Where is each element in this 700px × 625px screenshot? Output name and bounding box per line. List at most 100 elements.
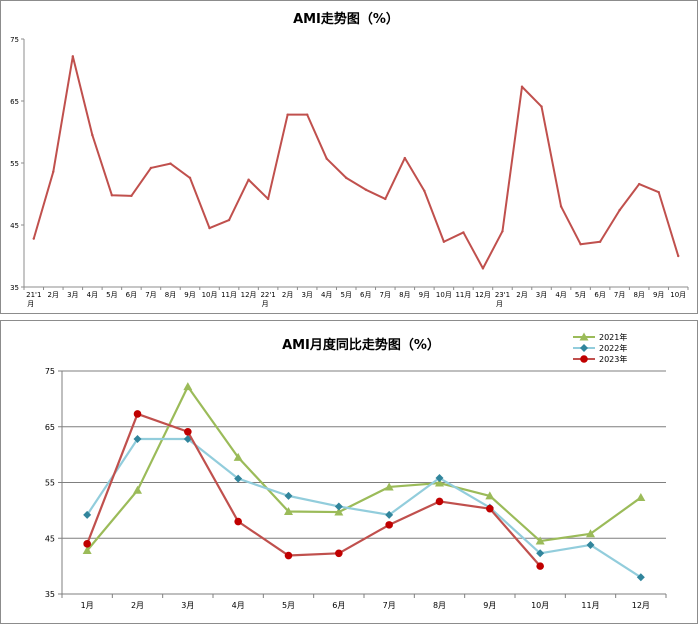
x-tick-label: 7月 [145, 291, 156, 299]
x-tick-label: 8月 [399, 291, 410, 299]
data-point [442, 240, 446, 243]
x-tick-label: 6月 [126, 291, 137, 299]
data-point [520, 85, 524, 88]
y-tick-label: 35 [45, 590, 55, 599]
series-2022-point [536, 549, 545, 558]
series-2022-point [83, 510, 92, 519]
y-tick-label: 55 [45, 479, 55, 488]
legend-label: 2021年 [599, 332, 627, 342]
data-point [188, 176, 192, 180]
x-tick-label: 8月 [633, 291, 644, 299]
x-tick-label: 9月 [419, 291, 430, 299]
series-2022-point [385, 510, 394, 519]
series-2021-line [86, 385, 642, 552]
x-tick-label: 23'1 [495, 291, 510, 299]
data-point [540, 105, 543, 108]
data-point [384, 197, 387, 201]
data-point [462, 231, 465, 234]
data-point [423, 189, 426, 193]
x-tick-label: 5月 [341, 291, 352, 299]
ami-trend-chart-panel: AMI走势图（%） 35 45 55 65 75 21'1 月 2月 3月 4月 5月 6月 7月 8月 9… [0, 0, 698, 314]
series-2021-point [82, 546, 92, 555]
y-tick-label: 45 [45, 534, 55, 543]
y-tick-label: 55 [10, 160, 19, 168]
x-tick-label-suffix: 月 [496, 300, 503, 308]
data-point [657, 190, 660, 194]
x-tick-label: 12月 [475, 291, 491, 299]
series-2021-point [435, 478, 444, 487]
x-tick-label: 4月 [555, 291, 566, 299]
data-point [598, 240, 602, 243]
ami-yoy-chart: AMI月度同比走势图（%） 35 45 55 65 75 1月 2月 3月 4月 5月 6月 7月 8月… [45, 332, 667, 610]
data-point [345, 176, 348, 180]
data-point [677, 254, 680, 258]
data-point [286, 113, 289, 116]
x-tick-label: 7月 [380, 291, 391, 299]
x-tick-label: 11月 [581, 601, 599, 610]
data-point [149, 166, 153, 170]
x-tick-label: 10月 [202, 291, 218, 299]
series-2023-point [335, 549, 343, 558]
data-point [208, 226, 211, 230]
data-point [559, 205, 563, 208]
x-tick-label-suffix: 月 [262, 300, 269, 308]
series-2022-line [86, 437, 642, 579]
series-2021-point [485, 491, 495, 500]
series-2021-point [183, 382, 193, 391]
y-tick-label: 75 [45, 367, 55, 376]
series-2021-point [233, 452, 243, 461]
x-tick-label: 21'1 [26, 291, 41, 299]
series-2023-point [536, 562, 544, 570]
x-tick-label: 2月 [282, 291, 293, 299]
x-tick-label: 9月 [483, 601, 496, 610]
data-point [637, 182, 641, 186]
data-point [618, 208, 621, 212]
series-2021-point [334, 507, 344, 516]
data-point [364, 188, 367, 191]
series-2023-point [234, 517, 242, 526]
x-tick-label: 3月 [536, 291, 547, 299]
series-2023-point [83, 540, 91, 548]
series-2022-point [435, 474, 444, 483]
series-2023-point [184, 427, 192, 436]
series-2021-point [384, 482, 394, 491]
series-line-ami [32, 55, 680, 270]
legend-label: 2022年 [599, 343, 627, 353]
series-2021-point [133, 485, 142, 494]
x-tick-label: 7月 [614, 291, 625, 299]
series-2021-point [586, 529, 595, 538]
x-tick-label: 5月 [575, 291, 586, 299]
x-tick-label: 12月 [632, 601, 650, 610]
chart-title: AMI走势图（%） [293, 11, 399, 27]
chart-title: AMI月度同比走势图（%） [282, 337, 440, 353]
series-2021-point [535, 536, 545, 545]
series-2022-point [234, 474, 243, 483]
series-2021-point [284, 506, 293, 515]
x-tick-label: 8月 [165, 291, 176, 299]
data-point [403, 156, 407, 160]
series-2022-point [586, 540, 595, 549]
x-tick-label: 4月 [321, 291, 332, 299]
x-tick-label-suffix: 月 [27, 300, 34, 308]
legend-label: 2023年 [599, 354, 627, 364]
y-tick-label: 65 [45, 423, 55, 432]
x-tick-label: 7月 [383, 601, 396, 610]
legend-swatch-marker [580, 355, 588, 363]
data-point [110, 194, 114, 197]
data-point [32, 237, 35, 240]
data-point [71, 55, 75, 58]
x-tick-label: 8月 [433, 601, 446, 610]
y-tick-label: 45 [10, 222, 19, 230]
x-tick-label: 9月 [184, 291, 195, 299]
data-point [501, 230, 504, 233]
x-tick-label: 11月 [455, 291, 471, 299]
y-tick-label: 65 [10, 98, 19, 106]
x-tick-label: 6月 [594, 291, 605, 299]
x-tick-label: 2月 [48, 291, 59, 299]
data-point [579, 243, 582, 246]
x-tick-label: 3月 [67, 291, 78, 299]
series-2023-point [133, 410, 142, 418]
x-tick-label: 10月 [436, 291, 452, 299]
